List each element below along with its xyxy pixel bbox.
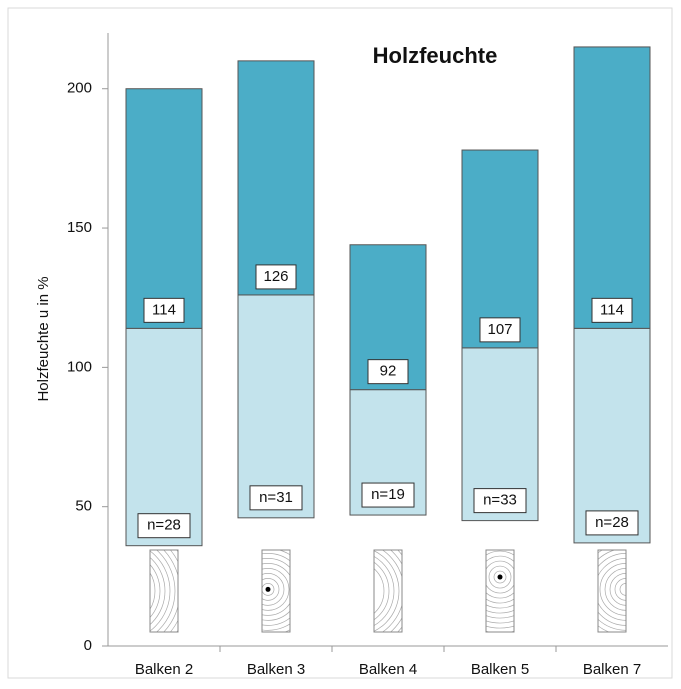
chart-frame (7, 7, 673, 679)
label-box (143, 297, 185, 323)
growth-ring (374, 568, 385, 614)
wood-icon (597, 549, 627, 633)
growth-ring (374, 555, 395, 627)
pith (497, 574, 503, 580)
growth-ring (486, 550, 514, 604)
label-box (367, 359, 409, 385)
wood-icon (261, 549, 291, 633)
growth-ring (262, 568, 290, 611)
growth-ring (486, 609, 514, 614)
growth-ring (493, 570, 507, 584)
n-label: n=31 (259, 489, 293, 506)
bar-lower (573, 327, 651, 544)
growth-ring (262, 573, 285, 606)
wood-icon (149, 549, 179, 633)
x-tick-label: Balken 4 (359, 661, 417, 678)
wood-outline (261, 549, 291, 633)
bar-lower (125, 327, 203, 547)
growth-ring (486, 625, 514, 629)
y-tick-label: 50 (75, 498, 92, 515)
growth-ring (262, 563, 290, 616)
y-tick-label: 100 (67, 358, 92, 375)
growth-ring (262, 550, 290, 631)
growth-ring (486, 620, 514, 624)
n-label: n=28 (595, 514, 629, 531)
growth-ring (374, 550, 400, 632)
growth-ring (604, 568, 626, 611)
wood-outline (149, 549, 179, 633)
median-label: 114 (152, 301, 176, 318)
x-tick-label: Balken 3 (247, 661, 305, 678)
bar-lower (237, 294, 315, 519)
wood-outline (597, 549, 627, 633)
wood-outline (373, 549, 403, 633)
growth-ring (486, 615, 514, 619)
growth-ring (150, 550, 171, 632)
growth-ring (150, 557, 166, 625)
label-box (585, 510, 639, 536)
growth-ring (599, 563, 626, 616)
growth-ring (262, 583, 275, 596)
n-label: n=33 (483, 492, 517, 509)
label-box (473, 488, 527, 514)
growth-ring (486, 555, 514, 599)
growth-ring (609, 573, 626, 606)
pith (265, 586, 271, 592)
label-box (479, 317, 521, 343)
y-axis-label: Holzfeuchte u in % (35, 276, 52, 401)
growth-ring (262, 558, 290, 621)
chart-title: Holzfeuchte (373, 43, 498, 68)
growth-ring (619, 583, 626, 596)
growth-ring (614, 578, 626, 601)
median-label: 126 (263, 268, 288, 285)
growth-ring (150, 572, 156, 610)
bar-upper (125, 88, 203, 329)
wood-outline (485, 549, 515, 633)
growth-ring (262, 553, 290, 626)
n-label: n=19 (371, 486, 405, 503)
x-tick-label: Balken 7 (583, 661, 641, 678)
growth-ring (150, 564, 161, 618)
median-label: 92 (380, 363, 397, 380)
label-box (137, 513, 191, 539)
label-box (249, 485, 303, 511)
n-label: n=28 (147, 517, 181, 534)
y-tick-label: 0 (84, 637, 92, 654)
label-box (255, 264, 297, 290)
x-tick-label: Balken 5 (471, 661, 529, 678)
median-label: 114 (600, 301, 624, 318)
bar-upper (461, 149, 539, 349)
growth-ring (156, 550, 176, 632)
label-box (591, 297, 633, 323)
bar-upper (573, 46, 651, 329)
label-box (361, 482, 415, 508)
median-label: 107 (487, 321, 512, 338)
growth-ring (488, 565, 512, 589)
growth-ring (262, 578, 280, 601)
y-tick-label: 200 (67, 80, 92, 97)
bar-upper (237, 60, 315, 296)
growth-ring (486, 560, 514, 594)
y-tick-label: 150 (67, 219, 92, 236)
x-tick-label: Balken 2 (135, 661, 193, 678)
growth-ring (486, 604, 514, 609)
wood-icon (485, 549, 515, 633)
wood-icon (373, 549, 403, 633)
growth-ring (374, 561, 390, 621)
